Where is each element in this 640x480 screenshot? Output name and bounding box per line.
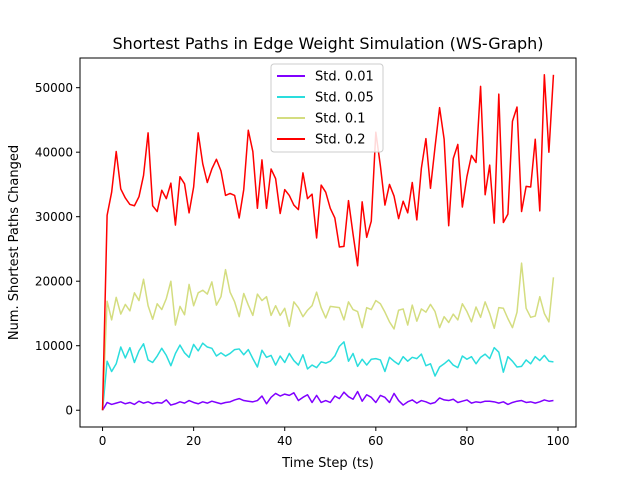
y-tick-label: 10000 [35,339,73,353]
series-layer [101,74,555,411]
legend-label: Std. 0.2 [315,133,366,148]
x-tick-label: 100 [547,434,570,448]
x-tick-label: 80 [459,434,474,448]
y-tick-label: 30000 [35,210,73,224]
legend-label: Std. 0.05 [315,91,374,106]
y-tick-label: 20000 [35,275,73,289]
x-tick-label: 60 [368,434,383,448]
y-tick-label: 0 [65,404,73,418]
ticks-layer: 0 20 40 60 80 100 0 10000 20000 30000 40000 50000 [35,81,570,448]
y-tick-label: 50000 [35,81,73,95]
legend-box [270,63,384,153]
y-tick-label: 40000 [35,146,73,160]
x-tick-label: 0 [99,434,107,448]
x-tick-label: 20 [186,434,201,448]
legend: Std. 0.01 Std. 0.05 Std. 0.1 Std. 0.2 [270,63,384,153]
x-tick-label: 40 [277,434,292,448]
y-axis-label: Num. Shortest Paths Changed [7,145,22,340]
chart-title: Shortest Paths in Edge Weight Simulation… [112,34,543,53]
series-line-1 [101,390,554,411]
legend-label: Std. 0.01 [315,70,374,85]
legend-label: Std. 0.1 [315,112,366,127]
series-line-3 [101,262,555,411]
series-line-4 [101,74,555,411]
plot-frame [79,57,577,428]
series-line-2 [101,341,554,411]
x-axis-label: Time Step (ts) [281,456,374,471]
